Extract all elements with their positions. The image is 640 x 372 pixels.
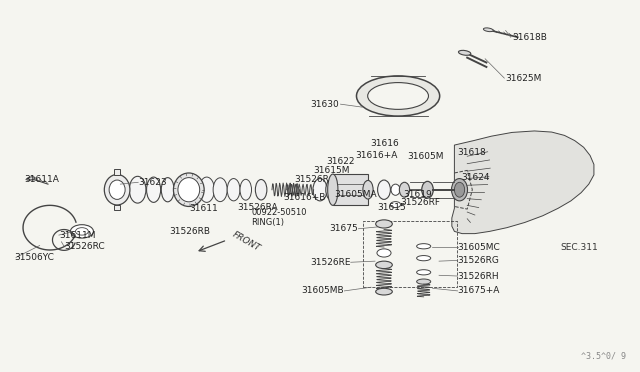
Text: 31605MA: 31605MA [335, 190, 378, 199]
Ellipse shape [326, 179, 337, 200]
Ellipse shape [417, 279, 431, 284]
Ellipse shape [367, 83, 429, 109]
Bar [333, 174, 368, 205]
Text: 31526RE: 31526RE [310, 258, 351, 267]
Text: 31526RF: 31526RF [400, 198, 440, 207]
Ellipse shape [213, 178, 227, 202]
Polygon shape [452, 131, 594, 234]
Text: 31630: 31630 [310, 100, 339, 109]
Ellipse shape [104, 174, 130, 205]
Text: 31675: 31675 [330, 224, 358, 233]
Text: 31619: 31619 [403, 190, 432, 199]
Ellipse shape [255, 179, 267, 200]
Text: ^3.5^0/ 9: ^3.5^0/ 9 [581, 351, 626, 360]
Text: 31615M: 31615M [314, 166, 350, 175]
Ellipse shape [376, 220, 392, 228]
Ellipse shape [376, 288, 392, 295]
Circle shape [390, 202, 401, 208]
Text: 31526RG: 31526RG [458, 256, 499, 265]
Ellipse shape [173, 173, 204, 206]
Text: 31616: 31616 [370, 139, 399, 148]
Ellipse shape [227, 179, 240, 201]
Text: 31622: 31622 [326, 157, 355, 166]
Ellipse shape [363, 180, 373, 199]
Text: 31605MC: 31605MC [458, 243, 500, 252]
Text: 31624: 31624 [461, 173, 490, 182]
Ellipse shape [199, 177, 214, 202]
Text: 31526RH: 31526RH [458, 272, 499, 280]
Bar [114, 205, 120, 210]
Text: 31616+B: 31616+B [283, 193, 325, 202]
Ellipse shape [178, 177, 200, 202]
Text: FRONT: FRONT [230, 230, 262, 253]
Ellipse shape [391, 184, 400, 195]
Ellipse shape [422, 181, 433, 198]
Text: 31605M: 31605M [407, 152, 444, 161]
Ellipse shape [376, 261, 392, 269]
Text: 31623: 31623 [138, 178, 167, 187]
Text: 31526RA: 31526RA [237, 203, 277, 212]
Ellipse shape [454, 182, 465, 197]
Ellipse shape [161, 177, 174, 202]
Ellipse shape [417, 270, 431, 275]
Text: 31506YC: 31506YC [14, 253, 54, 262]
Text: 31618B: 31618B [512, 33, 547, 42]
Ellipse shape [452, 179, 467, 201]
Text: 31605MB: 31605MB [301, 286, 344, 295]
Text: SEC.311: SEC.311 [561, 243, 598, 252]
Text: 00922-50510
RING(1): 00922-50510 RING(1) [252, 208, 307, 227]
Text: 31625M: 31625M [506, 74, 542, 83]
Text: 31616+A: 31616+A [355, 151, 397, 160]
Text: 31675+A: 31675+A [458, 286, 500, 295]
Ellipse shape [328, 174, 338, 205]
Ellipse shape [129, 176, 146, 203]
Text: 31526R: 31526R [294, 175, 329, 184]
Text: 31611A: 31611A [24, 175, 59, 184]
Bar [114, 169, 120, 175]
Text: 31526RB: 31526RB [169, 227, 210, 236]
Text: 31611M: 31611M [59, 231, 95, 240]
Ellipse shape [240, 179, 252, 200]
Circle shape [377, 249, 391, 257]
Ellipse shape [26, 177, 35, 180]
Ellipse shape [313, 179, 327, 201]
Circle shape [70, 225, 93, 238]
Text: 31618: 31618 [458, 148, 486, 157]
Ellipse shape [147, 177, 161, 202]
Ellipse shape [417, 256, 431, 261]
Ellipse shape [378, 180, 390, 199]
Ellipse shape [356, 76, 440, 116]
Circle shape [76, 228, 88, 235]
Text: 31615: 31615 [378, 203, 406, 212]
Ellipse shape [399, 182, 410, 197]
Ellipse shape [483, 28, 493, 32]
Ellipse shape [417, 244, 431, 249]
Text: 31526RC: 31526RC [64, 242, 104, 251]
Text: 31611: 31611 [189, 204, 218, 213]
Ellipse shape [109, 180, 125, 199]
Ellipse shape [458, 50, 471, 55]
